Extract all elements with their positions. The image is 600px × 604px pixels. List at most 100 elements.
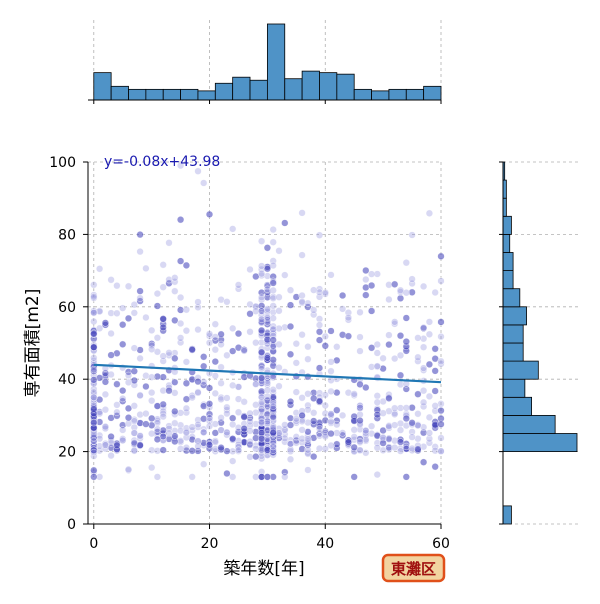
scatter-point xyxy=(333,421,341,429)
scatter-point xyxy=(350,391,358,400)
scatter-point xyxy=(263,396,272,405)
scatter-point xyxy=(171,316,179,325)
scatter-point xyxy=(402,445,410,453)
scatter-point xyxy=(275,247,283,255)
scatter-point xyxy=(211,320,219,328)
top-hist-bar xyxy=(232,76,251,101)
scatter-point xyxy=(211,358,219,366)
scatter-point xyxy=(229,324,237,333)
scatter-point xyxy=(315,389,324,397)
scatter-point xyxy=(391,318,399,326)
scatter-point xyxy=(182,327,191,335)
scatter-point xyxy=(420,398,428,407)
scatter-point xyxy=(437,357,445,365)
scatter-point xyxy=(90,330,98,338)
scatter-point xyxy=(321,433,329,441)
scatter-point xyxy=(385,331,393,339)
scatter-point xyxy=(217,393,225,402)
area-badge-box xyxy=(381,553,446,583)
scatter-point xyxy=(194,167,202,175)
scatter-point xyxy=(90,466,98,474)
scatter-point xyxy=(425,439,434,447)
scatter-point xyxy=(327,358,335,366)
scatter-point xyxy=(269,308,277,316)
scatter-point xyxy=(286,440,295,448)
scatter-point xyxy=(90,293,98,301)
scatter-point xyxy=(402,404,410,412)
y-tick-label: 100 xyxy=(49,155,76,171)
scatter-point xyxy=(171,419,179,427)
scatter-point xyxy=(240,347,248,355)
scatter-point xyxy=(298,435,306,443)
scatter-point xyxy=(431,443,439,451)
scatter-point xyxy=(205,400,214,408)
scatter-point xyxy=(420,458,428,466)
scatter-point xyxy=(298,426,306,434)
scatter-point xyxy=(269,428,277,437)
scatter-point xyxy=(275,382,283,390)
scatter-point xyxy=(194,389,202,397)
scatter-point xyxy=(113,441,121,449)
scatter-point xyxy=(159,283,167,291)
regression-equation-label: y=-0.08x+43.98 xyxy=(104,154,220,170)
scatter-point xyxy=(119,387,127,395)
scatter-point xyxy=(182,433,191,442)
scatter-point xyxy=(101,441,110,449)
scatter-point xyxy=(431,402,439,410)
scatter-point xyxy=(391,404,399,412)
scatter-point xyxy=(292,439,300,447)
scatter-point xyxy=(437,318,445,326)
scatter-point xyxy=(269,386,277,394)
scatter-point xyxy=(124,378,133,387)
scatter-point xyxy=(385,424,393,432)
scatter-point xyxy=(90,437,98,445)
right-hist-bar xyxy=(502,197,507,217)
scatter-point xyxy=(315,321,324,329)
scatter-point xyxy=(333,389,341,397)
scatter-point xyxy=(327,410,335,418)
scatter-point xyxy=(414,435,422,443)
scatter-point xyxy=(182,429,191,437)
scatter-point xyxy=(229,414,237,422)
scatter-point xyxy=(194,442,202,450)
scatter-point xyxy=(113,380,121,388)
scatter-point xyxy=(252,453,260,461)
scatter-point xyxy=(362,426,370,435)
scatter-point xyxy=(304,450,312,458)
scatter-point xyxy=(275,307,283,315)
scatter-point xyxy=(292,436,300,445)
scatter-point xyxy=(211,429,219,437)
scatter-point xyxy=(269,414,277,422)
scatter-point xyxy=(101,445,110,453)
scatter-point xyxy=(344,309,353,317)
right-hist-bar xyxy=(502,306,527,326)
scatter-point xyxy=(119,426,127,434)
scatter-point xyxy=(414,357,422,365)
scatter-point xyxy=(252,401,260,409)
scatter-point xyxy=(368,307,376,315)
scatter-point xyxy=(373,432,381,440)
x-tick-label: 20 xyxy=(201,536,219,552)
scatter-point xyxy=(90,431,98,439)
scatter-point xyxy=(234,281,243,289)
scatter-point xyxy=(437,434,445,442)
scatter-point xyxy=(95,324,104,332)
scatter-point xyxy=(263,419,272,428)
top-hist-bar xyxy=(336,73,355,101)
right-hist-bar xyxy=(502,179,507,199)
scatter-point xyxy=(408,231,416,239)
scatter-point xyxy=(321,401,329,410)
scatter-point xyxy=(177,421,185,429)
scatter-point xyxy=(142,313,150,322)
scatter-point xyxy=(269,438,277,446)
scatter-point xyxy=(124,465,133,474)
scatter-point xyxy=(246,438,254,446)
scatter-point xyxy=(258,406,266,414)
area-badge-label: 東灘区 xyxy=(391,560,436,578)
scatter-point xyxy=(304,428,312,436)
scatter-point xyxy=(113,282,121,290)
scatter-point xyxy=(315,364,324,372)
scatter-point xyxy=(385,407,393,415)
scatter-point xyxy=(356,437,364,446)
scatter-point xyxy=(304,343,312,351)
